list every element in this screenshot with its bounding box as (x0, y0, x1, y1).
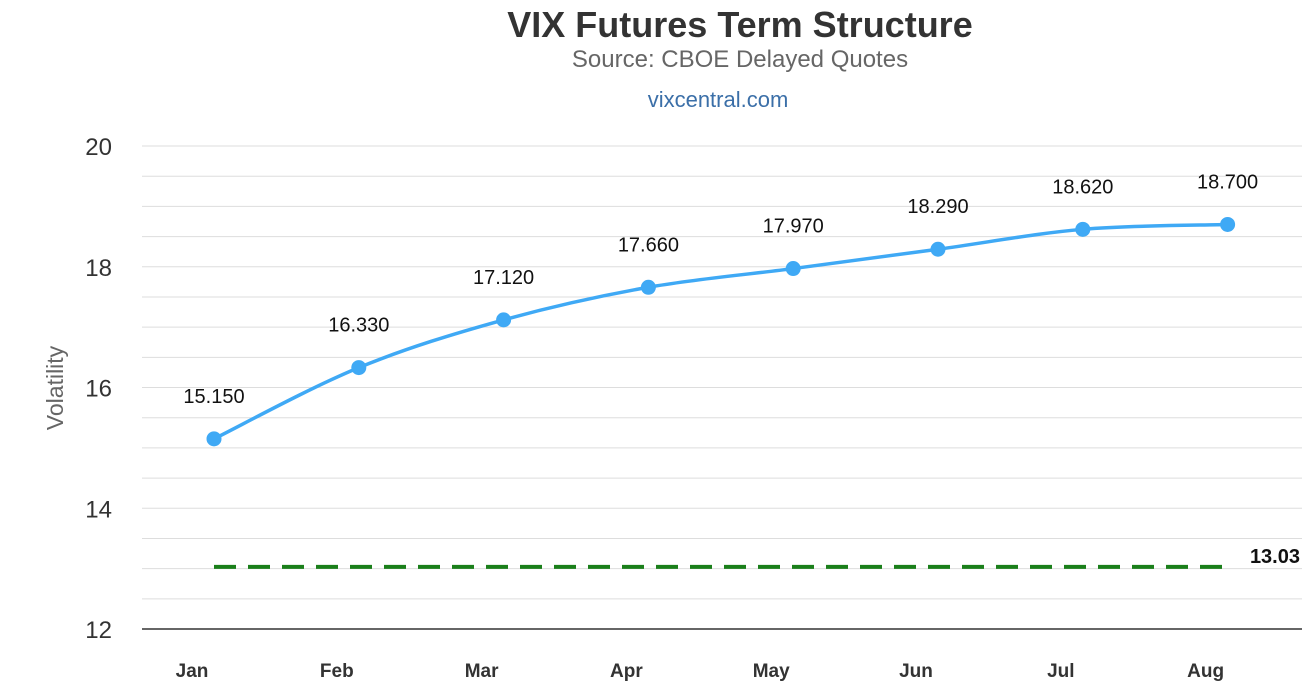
data-point (496, 312, 512, 328)
data-label: 18.700 (1197, 171, 1258, 193)
x-tick-label: Jul (1047, 661, 1074, 682)
x-tick-label: May (753, 661, 790, 682)
grid-lines (142, 145, 1302, 600)
data-labels: 15.150 16.330 17.120 17.660 17.970 18.290 18.6… (183, 171, 1258, 407)
y-tick-label: 12 (85, 617, 112, 644)
x-tick-label: Jun (899, 661, 933, 682)
data-label: 16.330 (328, 315, 389, 337)
data-label: 18.290 (907, 196, 968, 218)
data-point (351, 360, 367, 376)
y-tick-label: 14 (85, 496, 112, 523)
data-point (1075, 221, 1091, 237)
spot-vix-reference: 13.03 (214, 546, 1300, 569)
data-label: 15.150 (183, 386, 244, 408)
x-tick-label: Feb (320, 661, 354, 682)
y-tick-label: 20 (85, 134, 112, 161)
futures-series (206, 216, 1236, 447)
data-point (1220, 216, 1236, 232)
data-point (785, 261, 801, 277)
x-tick-label: Apr (610, 661, 643, 682)
chart-credit-link[interactable]: vixcentral.com (648, 87, 789, 112)
x-axis-tick-labels: Jan Feb Mar Apr May Jun Jul Aug (176, 661, 1224, 682)
x-tick-label: Aug (1187, 661, 1224, 682)
x-tick-label: Jan (176, 661, 209, 682)
data-label: 17.120 (473, 267, 534, 289)
data-label: 17.660 (618, 234, 679, 256)
y-axis-label: Volatility (42, 345, 68, 430)
data-point (930, 241, 946, 257)
y-tick-label: 18 (85, 255, 112, 282)
y-tick-label: 16 (85, 376, 112, 403)
data-point (640, 279, 656, 295)
series-line (213, 222, 1228, 441)
y-axis-tick-labels: 12 14 16 18 20 (85, 134, 112, 644)
data-label: 17.970 (763, 216, 824, 238)
x-tick-label: Mar (465, 661, 499, 682)
chart-subtitle: Source: CBOE Delayed Quotes (572, 46, 908, 73)
data-label: 18.620 (1052, 176, 1113, 198)
chart-title: VIX Futures Term Structure (507, 4, 972, 45)
data-point (206, 431, 222, 447)
reference-line-label: 13.03 (1250, 546, 1300, 568)
